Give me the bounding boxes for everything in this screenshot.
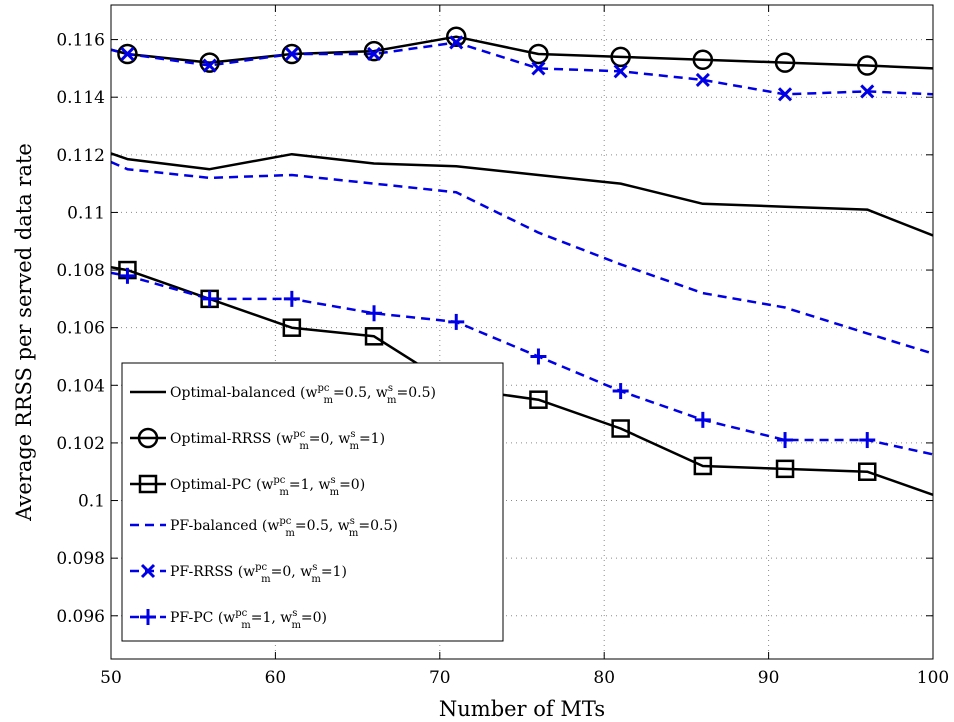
y-axis-label: Average RRSS per served data rate <box>12 143 36 522</box>
legend: Optimal-balanced (wpc m=0.5, ws m=0.5) Opti… <box>121 362 504 642</box>
y-tick-label: 0.11 <box>67 203 105 223</box>
data-point-3 <box>857 462 877 481</box>
data-point-6 <box>694 411 711 428</box>
data-point-5 <box>449 35 464 50</box>
marker-stroke <box>120 46 135 62</box>
data-point-6 <box>612 383 629 400</box>
data-point-2 <box>692 49 714 70</box>
data-point-6 <box>448 313 465 330</box>
legend-marker-3 <box>138 474 158 494</box>
data-point-5 <box>613 64 628 79</box>
data-point-3 <box>775 459 795 479</box>
marker-stroke <box>695 72 710 87</box>
marker-stroke <box>860 84 875 99</box>
legend-entry-6: PF-PC (wpc m=1, ws m=0) <box>170 608 327 631</box>
marker-stroke <box>777 87 793 102</box>
x-tick-label: 60 <box>265 668 287 688</box>
series-line-1 <box>111 152 933 237</box>
y-tick-label: 0.116 <box>56 31 105 51</box>
x-tick-label: 70 <box>429 668 451 688</box>
data-point-5 <box>695 72 710 87</box>
data-point-2 <box>199 52 220 73</box>
data-point-5 <box>777 87 793 102</box>
legend-entry-3: Optimal-PC (wpc m=1, ws m=0) <box>170 475 365 498</box>
y-tick-label: 0.112 <box>56 146 105 166</box>
data-point-6 <box>201 290 218 307</box>
data-point-2 <box>856 55 878 76</box>
legend-box <box>121 362 504 642</box>
legend-entry-4: PF-balanced (wpc m=0.5, ws m=0.5) <box>170 516 398 539</box>
plot-frame <box>110 4 934 660</box>
data-point-5 <box>284 46 299 62</box>
data-point-2 <box>117 43 138 65</box>
marker-stroke <box>140 563 156 579</box>
y-tick-label: 0.096 <box>56 607 105 627</box>
legend-marker-5 <box>140 563 156 579</box>
x-tick-label: 90 <box>758 668 780 688</box>
data-point-2 <box>281 43 303 65</box>
data-point-2 <box>528 43 549 65</box>
axis-ticks: 50 60 70 80 90 100 0.096 0.098 0.1 0.102 0.104 0.10… <box>56 5 949 688</box>
data-point-6 <box>777 432 794 449</box>
series-line-5 <box>111 41 933 96</box>
y-tick-label: 0.098 <box>56 549 105 569</box>
data-point-6 <box>859 432 876 449</box>
data-point-6 <box>283 290 300 307</box>
y-tick-label: 0.104 <box>56 376 105 396</box>
y-tick-label: 0.114 <box>56 88 105 108</box>
data-point-2 <box>610 46 631 68</box>
legend-entry-1: Optimal-balanced (wpc m=0.5, ws m=0.5) <box>170 383 436 406</box>
legend-entry-2: Optimal-RRSS (wpc m=0, ws m=1) <box>170 429 385 452</box>
series-line-6 <box>111 271 933 456</box>
series-markers <box>117 26 878 481</box>
marker-stroke <box>366 46 382 62</box>
x-axis-label: Number of MTs <box>439 697 605 721</box>
marker-stroke <box>531 61 546 76</box>
y-tick-label: 0.102 <box>56 434 105 454</box>
data-point-3 <box>611 419 630 438</box>
x-tick-label: 50 <box>100 668 122 688</box>
x-tick-label: 100 <box>917 668 949 688</box>
legend-marker-2 <box>137 427 159 449</box>
data-point-5 <box>120 46 135 62</box>
data-point-5 <box>366 46 382 62</box>
data-point-2 <box>363 40 385 62</box>
y-tick-label: 0.1 <box>78 492 105 512</box>
data-point-2 <box>774 52 796 73</box>
data-point-5 <box>202 58 217 73</box>
data-point-6 <box>119 267 136 284</box>
marker-stroke <box>449 35 464 50</box>
data-point-3 <box>282 318 302 337</box>
x-tick-label: 80 <box>593 668 615 688</box>
data-point-5 <box>860 84 875 99</box>
marker-stroke <box>202 58 217 73</box>
series-line-2 <box>111 35 933 70</box>
series-line-4 <box>111 160 933 355</box>
marker-stroke <box>284 46 299 62</box>
data-point-3 <box>693 456 713 476</box>
series-lines <box>111 35 933 496</box>
data-point-3 <box>364 327 384 346</box>
legend-entry-5: PF-RRSS (wpc m=0, ws m=1) <box>170 562 347 585</box>
data-point-3 <box>529 390 548 409</box>
legend-marker-6 <box>140 609 156 625</box>
data-point-5 <box>531 61 546 76</box>
data-point-6 <box>530 348 547 365</box>
y-tick-label: 0.108 <box>56 261 105 281</box>
data-point-6 <box>366 305 383 322</box>
y-tick-label: 0.106 <box>56 319 105 339</box>
marker-stroke <box>613 64 628 79</box>
data-point-2 <box>445 26 467 47</box>
